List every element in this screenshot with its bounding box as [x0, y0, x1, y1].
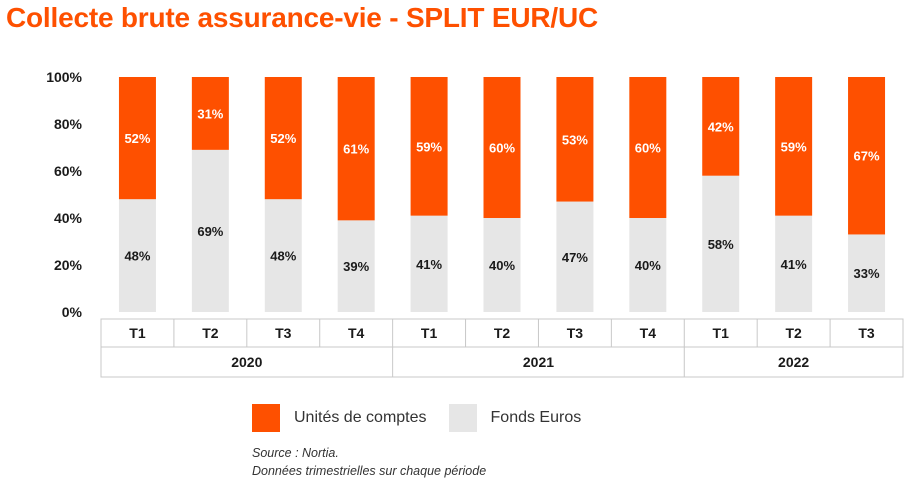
data-label-fonds-euros: 69%	[197, 224, 223, 239]
x-tick-label: T4	[348, 325, 365, 341]
data-label-unites-de-comptes: 60%	[489, 141, 515, 156]
data-label-fonds-euros: 40%	[489, 258, 515, 273]
y-tick-label: 60%	[54, 163, 83, 179]
data-label-unites-de-comptes: 59%	[416, 139, 442, 154]
x-tick-label: T2	[202, 325, 219, 341]
bar-fonds-euros	[775, 215, 813, 312]
data-label-unites-de-comptes: 53%	[562, 132, 588, 147]
data-label-fonds-euros: 58%	[708, 237, 734, 252]
bar-unites-de-comptes	[629, 77, 667, 218]
bar-fonds-euros	[191, 149, 229, 312]
bar-fonds-euros	[702, 175, 740, 312]
bar-unites-de-comptes	[337, 77, 375, 221]
x-tick-label: T3	[275, 325, 292, 341]
bar-fonds-euros	[264, 199, 302, 312]
x-tick-label: T2	[785, 325, 802, 341]
x-tick-label: T1	[713, 325, 730, 341]
y-tick-label: 100%	[46, 69, 82, 85]
bar-unites-de-comptes	[191, 77, 229, 150]
group-label: 2021	[523, 354, 554, 370]
data-label-unites-de-comptes: 31%	[197, 106, 223, 121]
y-tick-label: 20%	[54, 257, 83, 273]
x-tick-label: T3	[858, 325, 875, 341]
y-tick-label: 0%	[62, 304, 83, 320]
category-table-border	[100, 318, 904, 378]
chart-notes: Source : Nortia. Données trimestrielles …	[252, 444, 486, 480]
source-note: Source : Nortia.	[252, 446, 339, 460]
data-label-unites-de-comptes: 52%	[124, 131, 150, 146]
data-label-unites-de-comptes: 42%	[708, 119, 734, 134]
y-tick-label: 40%	[54, 210, 83, 226]
bar-unites-de-comptes	[556, 77, 594, 202]
data-label-fonds-euros: 33%	[854, 266, 880, 281]
bar-unites-de-comptes	[848, 77, 886, 235]
bar-fonds-euros	[410, 215, 448, 312]
legend-label-uc: Unités de comptes	[294, 409, 427, 426]
bar-fonds-euros	[483, 218, 521, 312]
data-label-unites-de-comptes: 60%	[635, 141, 661, 156]
data-label-fonds-euros: 47%	[562, 250, 588, 265]
bar-unites-de-comptes	[702, 77, 740, 176]
bar-fonds-euros	[118, 199, 156, 312]
data-label-unites-de-comptes: 59%	[781, 139, 807, 154]
period-note: Données trimestrielles sur chaque périod…	[252, 464, 487, 478]
group-label: 2020	[231, 354, 262, 370]
chart-title: Collecte brute assurance-vie - SPLIT EUR…	[6, 2, 599, 33]
bar-fonds-euros	[556, 201, 594, 312]
data-label-fonds-euros: 40%	[635, 258, 661, 273]
data-label-fonds-euros: 48%	[124, 249, 150, 264]
legend-label-fonds-euros: Fonds Euros	[490, 409, 582, 426]
bar-unites-de-comptes	[118, 77, 156, 200]
bar-unites-de-comptes	[410, 77, 448, 216]
data-label-fonds-euros: 48%	[270, 249, 296, 264]
legend: Unités de comptes Fonds Euros	[252, 404, 603, 432]
bar-fonds-euros	[848, 234, 886, 312]
data-label-unites-de-comptes: 67%	[854, 149, 880, 164]
x-tick-label: T1	[421, 325, 438, 341]
bar-fonds-euros	[337, 220, 375, 312]
legend-swatch-fonds-euros	[448, 404, 477, 432]
x-tick-label: T4	[640, 325, 657, 341]
x-tick-label: T1	[129, 325, 146, 341]
data-label-fonds-euros: 41%	[781, 257, 807, 272]
x-tick-label: T3	[567, 325, 584, 341]
legend-swatch-uc	[252, 404, 280, 432]
data-label-fonds-euros: 41%	[416, 257, 442, 272]
x-tick-label: T2	[494, 325, 511, 341]
data-label-unites-de-comptes: 52%	[270, 131, 296, 146]
bar-fonds-euros	[629, 218, 667, 312]
bar-unites-de-comptes	[483, 77, 521, 218]
bar-unites-de-comptes	[264, 77, 302, 200]
stacked-bar-chart: 0% 20% 40% 60% 80% 100% 48% 52% 69% 31% 48% 52% 39% 6…	[46, 69, 904, 378]
data-label-fonds-euros: 39%	[343, 259, 369, 274]
y-tick-label: 80%	[54, 116, 83, 132]
data-label-unites-de-comptes: 61%	[343, 142, 369, 157]
group-label: 2022	[778, 354, 809, 370]
bar-unites-de-comptes	[775, 77, 813, 216]
